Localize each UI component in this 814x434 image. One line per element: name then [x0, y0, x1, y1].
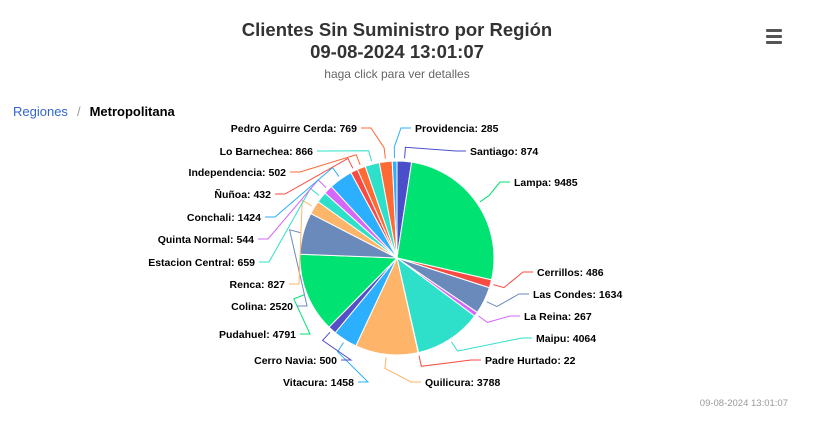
chart-title-line2: 09-08-2024 13:01:07: [310, 41, 484, 62]
pie-slice-lampa[interactable]: [396, 161, 495, 281]
data-label-providencia[interactable]: Providencia: 285: [415, 123, 499, 135]
data-label-maipu[interactable]: Maipu: 4064: [536, 333, 596, 345]
chart-title: Clientes Sin Suministro por Región 09-08…: [0, 19, 794, 63]
footer-timestamp: 09-08-2024 13:01:07: [699, 398, 788, 409]
connector-independencia: [290, 154, 361, 173]
connector-padre-hurtado: [418, 355, 481, 367]
connector-quilicura: [384, 357, 421, 383]
breadcrumb: Regiones / Metropolitana: [13, 104, 175, 119]
data-label-independencia[interactable]: Independencia: 502: [189, 167, 287, 179]
data-label-cerrillos[interactable]: Cerrillos: 486: [537, 267, 604, 279]
data-label-colina[interactable]: Colina: 2520: [231, 301, 293, 313]
data-label-quilicura[interactable]: Quilicura: 3788: [425, 377, 500, 389]
data-label-pedro-aguirre-cerda[interactable]: Pedro Aguirre Cerda: 769: [231, 123, 357, 135]
data-label-estacion-central[interactable]: Estacion Central: 659: [148, 257, 255, 269]
data-label-renca[interactable]: Renca: 827: [230, 279, 286, 291]
connector-la-reina: [478, 315, 520, 323]
connector-providencia: [393, 127, 411, 159]
connector-quinta-normal: [258, 179, 327, 240]
pie-slice-maipu[interactable]: [396, 256, 476, 354]
connector-santiago: [404, 146, 466, 159]
connector-maipu: [451, 337, 532, 352]
connector-pedro-aguirre-cerda: [361, 127, 386, 159]
connector-vitacura: [336, 342, 370, 383]
data-label-la-reina[interactable]: La Reina: 267: [524, 311, 592, 323]
connector-cerro-navia: [321, 331, 353, 361]
data-label-lo-barnechea[interactable]: Lo Barnechea: 866: [220, 146, 314, 158]
pie-slice-providencia[interactable]: [391, 160, 398, 259]
connector-renca: [289, 199, 312, 285]
breadcrumb-separator: /: [76, 104, 81, 119]
chart-subtitle: haga click para ver detalles: [324, 67, 470, 81]
data-label-pudahuel[interactable]: Pudahuel: 4791: [219, 329, 296, 341]
data-label-conchali[interactable]: Conchali: 1424: [187, 212, 261, 224]
connector-conchali: [265, 166, 340, 218]
breadcrumb-current: Metropolitana: [89, 104, 175, 119]
data-label-cerro-navia[interactable]: Cerro Navia: 500: [254, 355, 337, 367]
hamburger-menu-icon[interactable]: [760, 24, 788, 48]
connector-cerrillos: [493, 271, 533, 289]
connector-ñuñoa: [275, 157, 354, 195]
data-label-lampa[interactable]: Lampa: 9485: [514, 177, 578, 189]
data-label-padre-hurtado[interactable]: Padre Hurtado: 22: [485, 355, 576, 367]
chart-title-line1: Clientes Sin Suministro por Región: [241, 19, 553, 40]
data-label-vitacura[interactable]: Vitacura: 1458: [283, 377, 354, 389]
connector-lampa: [479, 181, 510, 203]
data-label-las-condes[interactable]: Las Condes: 1634: [533, 289, 622, 301]
connector-estacion-central: [259, 187, 320, 263]
data-label-santiago[interactable]: Santiago: 874: [470, 146, 538, 158]
connector-pudahuel: [293, 294, 311, 335]
data-label-quinta-normal[interactable]: Quinta Normal: 544: [158, 234, 254, 246]
data-label-ñuñoa[interactable]: Ñuñoa: 432: [214, 188, 271, 201]
breadcrumb-link-regiones[interactable]: Regiones: [13, 104, 68, 119]
connector-colina: [288, 229, 308, 307]
connector-las-condes: [486, 293, 529, 308]
connector-lo-barnechea: [317, 150, 372, 162]
